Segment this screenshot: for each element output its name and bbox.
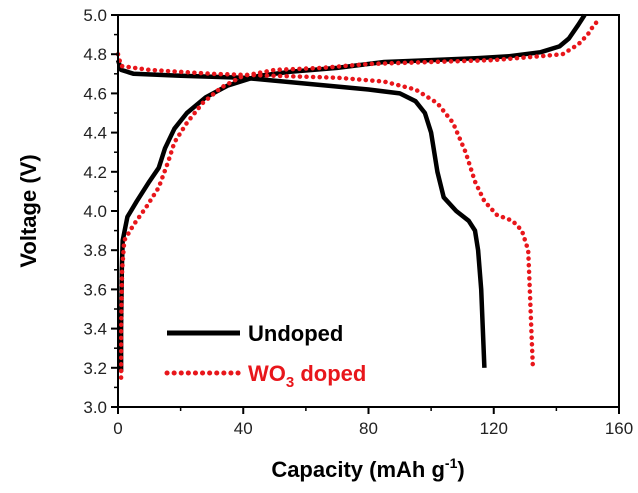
y-tick-label: 4.0 [83, 202, 107, 221]
x-tick-label: 80 [359, 419, 378, 438]
series-0-curve-0 [118, 13, 587, 372]
y-tick-label: 3.0 [83, 398, 107, 417]
y-tick-label: 3.8 [83, 241, 107, 260]
legend-label-undoped: Undoped [248, 321, 343, 346]
x-axis-title-close: ) [457, 457, 464, 482]
x-axis-title-superscript: -1 [445, 455, 458, 471]
y-ticks: 3.0 3.2 3.4 3.6 3.8 4.0 4.2 4.4 4.6 4.8 5.0 [83, 6, 118, 417]
y-tick-label: 4.8 [83, 45, 107, 64]
x-axis-title: Capacity (mAh g-1) [271, 455, 464, 482]
legend-label-wo3-doped: WO3 doped [248, 361, 366, 391]
y-tick-label: 4.2 [83, 163, 107, 182]
series-0-curve-1 [115, 59, 487, 368]
x-tick-label: 160 [605, 419, 633, 438]
x-axis-title-main: Capacity (mAh g [271, 457, 445, 482]
series-1-curve-0 [118, 16, 603, 380]
series-layer [115, 13, 603, 380]
y-axis-title: Voltage (V) [16, 154, 41, 267]
y-tick-label: 3.4 [83, 320, 107, 339]
y-tick-label: 4.6 [83, 84, 107, 103]
series-1-curve-1 [115, 51, 536, 371]
x-tick-label: 120 [480, 419, 508, 438]
y-tick-label: 5.0 [83, 6, 107, 25]
x-tick-label: 0 [113, 419, 122, 438]
x-tick-label: 40 [234, 419, 253, 438]
legend: Undoped WO3 doped [164, 321, 366, 391]
x-ticks: 0 40 80 120 160 [113, 407, 633, 438]
y-tick-label: 4.4 [83, 124, 107, 143]
y-tick-label: 3.2 [83, 359, 107, 378]
y-tick-label: 3.6 [83, 280, 107, 299]
